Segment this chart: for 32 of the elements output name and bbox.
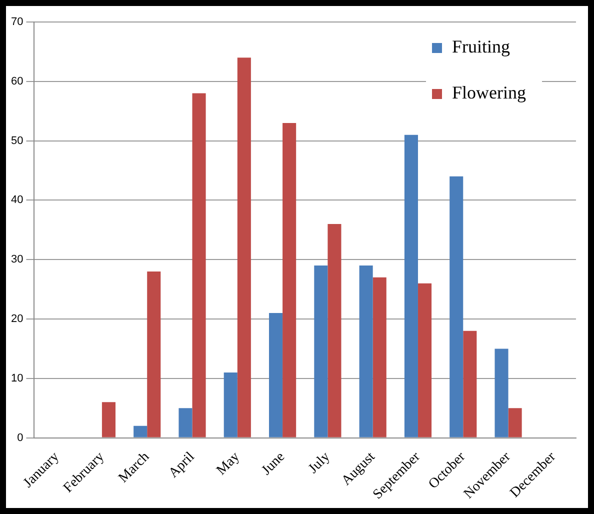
bar	[418, 283, 432, 438]
y-tick-label: 0	[17, 432, 24, 444]
x-tick-label: May	[214, 450, 243, 478]
bar	[372, 277, 386, 438]
bar	[147, 271, 161, 438]
bar	[463, 330, 477, 438]
legend-label: Fruiting	[452, 36, 510, 57]
bar	[450, 176, 464, 438]
bar	[359, 266, 373, 438]
y-tick-label: 30	[10, 254, 24, 266]
y-tick-label: 50	[10, 134, 24, 147]
legend-label: Flowering	[452, 82, 526, 103]
y-tick-label: 10	[10, 372, 24, 384]
bar	[328, 224, 342, 438]
bar	[224, 372, 238, 438]
bar	[314, 266, 328, 438]
x-tick-label: July	[306, 450, 334, 477]
bar	[269, 313, 283, 438]
bar	[282, 122, 296, 438]
bar	[134, 426, 148, 438]
bar	[178, 408, 192, 438]
bar	[508, 408, 522, 438]
x-tick-label: June	[259, 450, 288, 478]
y-tick-label: 20	[10, 313, 24, 326]
y-tick-label: 70	[10, 16, 24, 28]
bar	[192, 93, 206, 438]
bar	[237, 58, 251, 438]
y-tick-label: 60	[10, 75, 24, 88]
bar	[494, 348, 508, 438]
bar	[404, 134, 418, 438]
y-tick-label: 40	[10, 194, 24, 206]
bar	[102, 402, 116, 438]
